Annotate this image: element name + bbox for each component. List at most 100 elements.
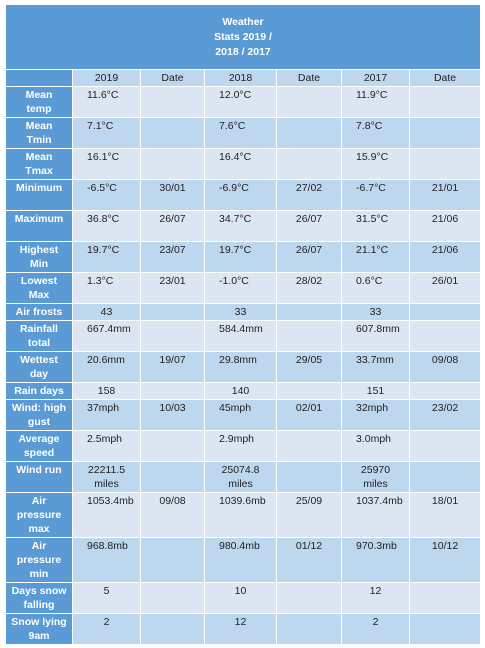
date-cell — [408, 148, 482, 180]
row-label-line: total — [27, 337, 51, 349]
table-row: Wind: high gust 37mph 10/03 45mph 02/01 32mph 2… — [5, 399, 482, 431]
date-cell — [408, 86, 482, 118]
row-label-line: Days snow — [11, 585, 67, 597]
value-text: 45mph — [219, 402, 252, 414]
value-cell: 32mph — [341, 399, 410, 431]
value-cell: 7.1°C — [72, 117, 141, 149]
date-cell — [276, 148, 342, 180]
value-text: miles — [363, 478, 388, 490]
row-label: Highest Min — [5, 241, 73, 273]
value-cell: 0.6°C — [341, 272, 410, 304]
row-label: Lowest Max — [5, 272, 73, 304]
value-text: 43 — [100, 306, 113, 318]
value-cell: 1053.4mb — [72, 492, 141, 538]
value-cell: 33.7mm — [341, 351, 410, 383]
value-cell: 19.7°C — [204, 241, 277, 273]
table-row: Mean Tmax 16.1°C 16.4°C 15.9°C — [5, 148, 482, 180]
value-cell: 16.4°C — [204, 148, 277, 180]
date-cell — [276, 86, 342, 118]
table-row: Minimum -6.5°C 30/01 -6.9°C 27/02 -6.7°C 21/01 — [5, 179, 482, 211]
value-text: 968.8mb — [87, 540, 128, 552]
row-label: Mean Tmin — [5, 117, 73, 149]
value-text: 158 — [97, 385, 116, 397]
table-row: Rainfall total 667.4mm 584.4mm 607.8mm — [5, 320, 482, 352]
table-row: Mean temp 11.6°C 12.0°C 11.9°C — [5, 86, 482, 118]
value-cell: 12 — [204, 613, 277, 645]
date-text: 21/01 — [431, 182, 459, 194]
value-text: -6.5°C — [87, 182, 117, 194]
value-cell: 980.4mb — [204, 537, 277, 583]
value-text: 1.3°C — [87, 275, 114, 287]
value-cell: 667.4mm — [72, 320, 141, 352]
value-cell: 25074.8 miles — [204, 461, 277, 493]
value-cell: 11.6°C — [72, 86, 141, 118]
row-label-line: min — [29, 568, 49, 580]
date-cell: 26/07 — [276, 241, 342, 273]
weather-stats-table: Weather Stats 2019 / 2018 / 2017 2019 Da… — [4, 4, 482, 645]
value-cell: 29.8mm — [204, 351, 277, 383]
date-text: 23/02 — [431, 402, 459, 414]
row-label: Days snow falling — [5, 582, 73, 614]
header-cell: Date — [276, 69, 342, 87]
table-row: Wettest day 20.6mm 19/07 29.8mm 29/05 33.7mm 09… — [5, 351, 482, 383]
row-label-line: Rainfall — [20, 323, 58, 335]
row-label-line: Wind: high — [11, 402, 67, 414]
row-label-line: Rain days — [14, 385, 64, 397]
row-label-line: Tmax — [25, 165, 53, 177]
value-cell: 5 — [72, 582, 141, 614]
date-cell — [140, 303, 205, 321]
header-row: 2019 Date 2018 Date 2017 Date — [5, 69, 482, 87]
value-cell: -6.9°C — [204, 179, 277, 211]
table-title: Weather Stats 2019 / 2018 / 2017 — [4, 4, 482, 70]
value-cell: 1037.4mb — [341, 492, 410, 538]
table-row: Highest Min 19.7°C 23/07 19.7°C 26/07 21.1°C 21… — [5, 241, 482, 273]
date-text: 26/01 — [431, 275, 459, 287]
date-cell — [140, 582, 205, 614]
date-text: 09/08 — [159, 495, 186, 507]
date-cell — [408, 430, 482, 462]
date-text: 21/06 — [431, 213, 459, 225]
row-label-line: Wind run — [16, 464, 62, 476]
date-text: 27/02 — [295, 182, 323, 194]
header-cell: 2019 — [72, 69, 141, 87]
value-text: 25074.8 — [221, 464, 260, 476]
row-label-line: pressure — [16, 509, 62, 521]
date-text: 02/01 — [295, 402, 323, 414]
value-text: 16.4°C — [219, 151, 252, 163]
value-text: 19.7°C — [87, 244, 120, 256]
value-text: 29.8mm — [219, 354, 257, 366]
value-cell: 16.1°C — [72, 148, 141, 180]
value-text: 37mph — [87, 402, 120, 414]
value-text: 1039.6mb — [219, 495, 266, 507]
value-cell: 158 — [72, 382, 141, 400]
date-text: 23/01 — [159, 275, 186, 287]
value-cell: 12 — [341, 582, 410, 614]
date-cell — [408, 117, 482, 149]
date-cell — [140, 320, 205, 352]
date-text: 19/07 — [159, 354, 186, 366]
date-cell — [408, 582, 482, 614]
value-cell: 140 — [204, 382, 277, 400]
value-cell: 31.5°C — [341, 210, 410, 242]
value-cell: 1039.6mb — [204, 492, 277, 538]
date-cell: 27/02 — [276, 179, 342, 211]
row-label: Wind run — [5, 461, 73, 493]
table-row: Air pressure min 968.8mb 980.4mb 01/12 970.3mb… — [5, 537, 482, 583]
date-cell: 02/01 — [276, 399, 342, 431]
value-text: 2 — [372, 616, 379, 628]
table-row: Snow lying 9am 2 12 2 — [5, 613, 482, 645]
header-cell: 2017 — [341, 69, 410, 87]
date-text: 21/06 — [431, 244, 459, 256]
table-row: Mean Tmin 7.1°C 7.6°C 7.8°C — [5, 117, 482, 149]
date-cell — [140, 382, 205, 400]
value-cell: 33 — [204, 303, 277, 321]
value-cell: 607.8mm — [341, 320, 410, 352]
value-cell: 33 — [341, 303, 410, 321]
table-row: Maximum 36.8°C 26/07 34.7°C 26/07 31.5°C 21/06 — [5, 210, 482, 242]
value-text: 2.9mph — [219, 433, 255, 445]
row-label-line: Max — [28, 289, 50, 301]
row-label-line: gust — [27, 416, 51, 428]
value-text: 2 — [103, 616, 110, 628]
date-cell — [276, 382, 342, 400]
row-label: Minimum — [5, 179, 73, 211]
